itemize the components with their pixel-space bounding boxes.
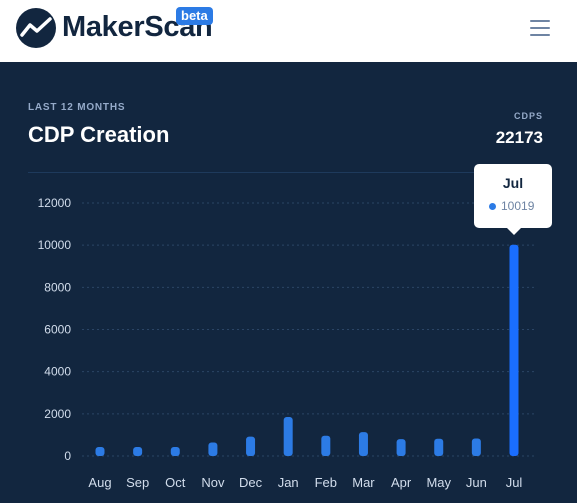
bar-mar[interactable]: [358, 432, 368, 456]
tooltip-title: Jul: [502, 175, 524, 191]
x-tick-label: Sep: [126, 475, 149, 490]
bar-jan[interactable]: [283, 416, 293, 456]
y-tick-label: 6000: [44, 323, 71, 337]
y-tick-label: 12000: [38, 196, 72, 210]
x-tick-label: Aug: [88, 475, 111, 490]
x-tick-label: Nov: [201, 475, 225, 490]
bar-dec[interactable]: [246, 436, 256, 456]
x-tick-label: Mar: [352, 475, 375, 490]
bar-feb[interactable]: [321, 435, 331, 456]
stat-label: CDPS: [513, 111, 543, 121]
bar-nov[interactable]: [208, 442, 218, 456]
card-title: CDP Creation: [28, 122, 170, 147]
y-tick-label: 2000: [44, 407, 71, 421]
y-tick-label: 4000: [44, 365, 71, 379]
x-tick-label: Dec: [239, 475, 263, 490]
bar-aug[interactable]: [95, 447, 105, 456]
card-divider: [28, 172, 548, 173]
bar-may[interactable]: [434, 438, 444, 456]
tooltip-value: 10019: [501, 199, 535, 213]
y-tick-label: 0: [64, 449, 71, 463]
hamburger-menu-icon[interactable]: [528, 17, 554, 39]
x-tick-label: Oct: [165, 475, 186, 490]
bar-jul[interactable]: [509, 244, 519, 456]
top-navbar: MakerScan beta: [0, 0, 577, 62]
card-subtitle: LAST 12 MONTHS: [28, 102, 126, 113]
y-tick-label: 8000: [44, 280, 71, 294]
x-tick-label: May: [426, 475, 451, 490]
x-tick-label: Apr: [391, 475, 412, 490]
bar-sep[interactable]: [133, 447, 143, 456]
beta-badge: beta: [176, 7, 213, 25]
x-tick-label: Jun: [466, 475, 487, 490]
legend-dot-icon: [489, 203, 496, 210]
stat-value: 22173: [495, 128, 543, 147]
bar-apr[interactable]: [396, 439, 406, 456]
bar-jun[interactable]: [471, 438, 481, 456]
x-tick-label: Jul: [506, 475, 523, 490]
y-tick-label: 10000: [38, 238, 72, 252]
chart-line-logo-icon[interactable]: [16, 8, 56, 48]
x-tick-label: Jan: [278, 475, 299, 490]
chart-tooltip: Jul 10019: [474, 164, 552, 235]
bar-oct[interactable]: [170, 447, 180, 456]
x-tick-label: Feb: [315, 475, 337, 490]
